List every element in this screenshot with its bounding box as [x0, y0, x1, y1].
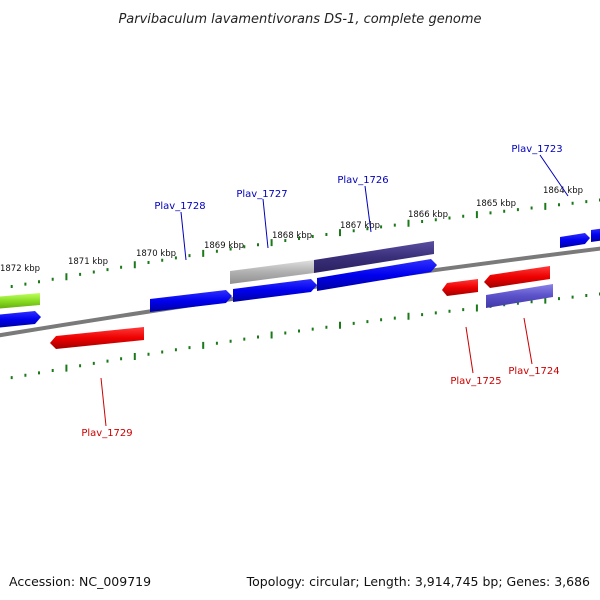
scale-label-1867: 1867 kbp — [340, 221, 380, 231]
gene-plav-1723[interactable] — [560, 228, 600, 248]
scale-label-1864: 1864 kbp — [543, 186, 583, 196]
label-plav-1727[interactable]: Plav_1727 — [236, 189, 287, 200]
gene-highlight-navy[interactable] — [314, 241, 434, 273]
gene-highlight-violet[interactable] — [486, 284, 553, 308]
accession-text: Accession: NC_009719 — [9, 574, 151, 589]
scale-label-1866: 1866 kbp — [408, 210, 448, 220]
label-plav-1725[interactable]: Plav_1725 — [450, 376, 501, 387]
label-plav-1726[interactable]: Plav_1726 — [337, 175, 388, 186]
gene-green-rna[interactable] — [0, 293, 40, 309]
scale-label-1865: 1865 kbp — [476, 199, 516, 209]
scale-label-1870: 1870 kbp — [136, 249, 176, 259]
forward-scale-ticks — [10, 198, 600, 288]
gene-plav-1728[interactable] — [150, 290, 232, 312]
scale-label-1868: 1868 kbp — [272, 231, 312, 241]
label-plav-1729[interactable]: Plav_1729 — [81, 428, 132, 439]
gene-plav-1726[interactable] — [317, 259, 437, 291]
gene-pseudo-grey[interactable] — [230, 260, 314, 284]
scale-label-1872: 1872 kbp — [0, 264, 40, 274]
gene-plav-1725[interactable] — [442, 279, 478, 296]
forward-label-leaders — [180, 154, 569, 261]
gene-blue-left[interactable] — [0, 311, 41, 328]
label-plav-1728[interactable]: Plav_1728 — [154, 201, 205, 212]
gene-plav-1729[interactable] — [50, 327, 144, 349]
gene-plav-1724[interactable] — [484, 266, 550, 288]
reverse-label-leaders — [100, 317, 533, 427]
label-plav-1724[interactable]: Plav_1724 — [508, 366, 559, 377]
gene-plav-1727[interactable] — [233, 279, 317, 302]
map-title: Parvibaculum lavamentivorans DS-1, compl… — [118, 12, 481, 27]
scale-label-1869: 1869 kbp — [204, 241, 244, 251]
genome-summary-text: Topology: circular; Length: 3,914,745 bp… — [246, 574, 590, 589]
scale-label-1871: 1871 kbp — [68, 257, 108, 267]
label-plav-1723[interactable]: Plav_1723 — [511, 144, 562, 155]
